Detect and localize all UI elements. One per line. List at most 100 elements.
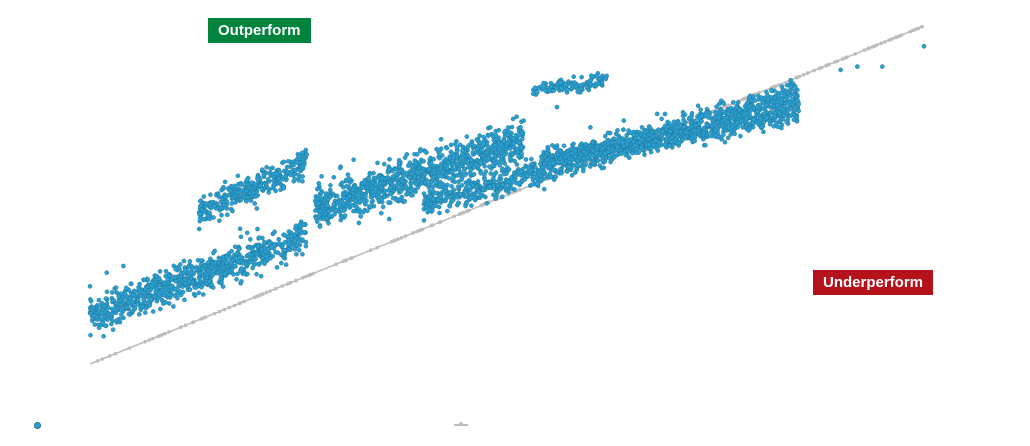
data-point [567, 159, 573, 165]
data-point [205, 271, 210, 277]
data-point [573, 154, 578, 160]
data-point [222, 271, 227, 277]
data-point [678, 129, 684, 135]
data-point [287, 172, 293, 177]
reference-point [285, 282, 290, 286]
data-point [517, 180, 523, 185]
reference-point [411, 231, 416, 235]
data-point [449, 183, 454, 189]
data-point [921, 44, 927, 49]
data-point [96, 325, 102, 331]
data-point [730, 124, 735, 130]
data-point [331, 201, 337, 207]
data-point [783, 88, 789, 93]
reference-point [183, 323, 188, 328]
data-point [651, 143, 656, 148]
data-point [114, 301, 119, 306]
data-point [437, 149, 442, 154]
data-point [375, 160, 380, 166]
reference-point [875, 43, 879, 47]
reference-point [143, 339, 147, 344]
data-point [423, 149, 428, 154]
data-point [282, 247, 288, 253]
data-point [496, 178, 502, 184]
data-point [791, 117, 797, 122]
data-point [244, 188, 249, 194]
data-point [276, 176, 282, 181]
data-point [229, 195, 235, 201]
data-point [467, 195, 473, 201]
data-point [410, 163, 416, 169]
data-point [559, 159, 565, 165]
data-point [227, 254, 233, 260]
data-point [558, 80, 563, 85]
data-point [182, 281, 188, 286]
data-point [538, 173, 543, 178]
data-point [368, 204, 374, 210]
data-point [584, 84, 590, 90]
data-point [387, 156, 392, 162]
data-point [91, 305, 96, 310]
data-point [623, 152, 628, 158]
data-point [181, 258, 187, 264]
data-point [198, 261, 204, 267]
data-point [490, 163, 496, 168]
data-point [680, 137, 685, 143]
data-point [443, 184, 449, 190]
data-point [124, 305, 130, 310]
data-point [554, 145, 560, 151]
data-point [467, 170, 473, 176]
data-point [87, 283, 93, 289]
data-point [299, 230, 305, 236]
data-point [477, 133, 483, 138]
data-point [413, 189, 418, 194]
data-point [196, 290, 202, 296]
data-point [486, 133, 491, 139]
data-point [693, 122, 698, 128]
data-point [390, 174, 396, 179]
data-point [437, 155, 442, 161]
data-point [538, 177, 543, 182]
data-point [615, 144, 620, 150]
data-point [507, 146, 513, 151]
data-point [105, 305, 111, 311]
legend-dot-marker [34, 421, 41, 429]
data-point [178, 274, 183, 280]
reference-point [147, 338, 152, 342]
legend-line-marker [454, 422, 468, 426]
data-point [570, 83, 575, 89]
data-point [323, 194, 328, 200]
data-point [586, 87, 592, 93]
reference-point [812, 68, 816, 73]
data-point [328, 182, 333, 188]
data-point [431, 163, 437, 169]
data-point [601, 165, 607, 171]
points-group [87, 44, 927, 339]
data-point [261, 172, 267, 178]
data-point [408, 192, 414, 198]
data-point [232, 264, 237, 269]
reference-point [392, 238, 397, 243]
data-point [571, 141, 576, 147]
reference-point [227, 305, 232, 310]
data-point [167, 273, 172, 278]
data-point [648, 149, 654, 155]
data-point [325, 208, 331, 214]
data-point [274, 265, 280, 270]
data-point [603, 76, 609, 82]
data-point [180, 289, 186, 295]
reference-point [399, 236, 404, 240]
data-point [606, 141, 611, 147]
data-point [650, 134, 656, 140]
data-point [380, 204, 386, 210]
reference-point [911, 28, 915, 33]
data-point [326, 220, 331, 226]
data-point [609, 152, 615, 157]
data-point [264, 164, 269, 170]
data-point [358, 214, 364, 219]
data-point [659, 132, 665, 138]
data-point [426, 207, 432, 213]
reference-point [772, 85, 776, 89]
data-point [354, 192, 360, 198]
data-point [286, 229, 292, 234]
